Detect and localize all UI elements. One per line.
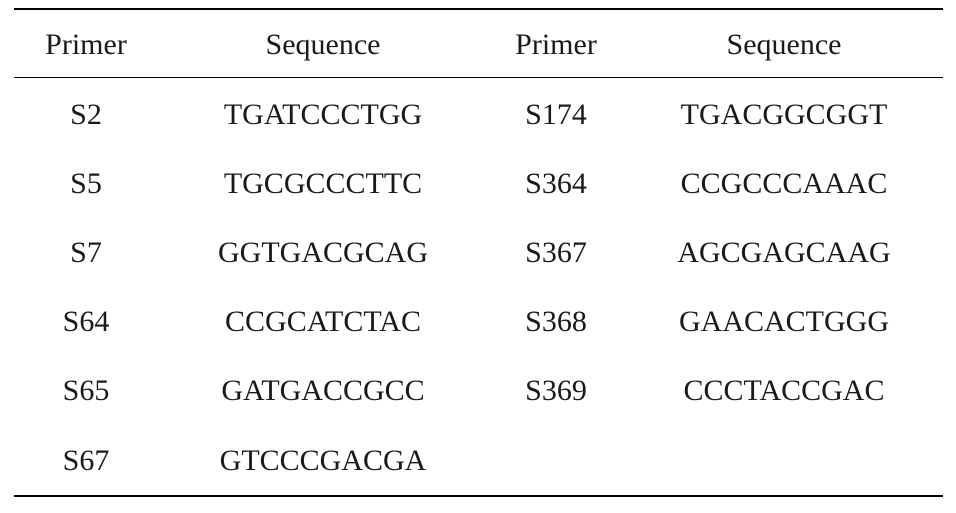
table-cell: S367	[525, 236, 587, 269]
table-cell: CCGCCCAAAC	[680, 167, 888, 200]
header-primer-1: Primer	[45, 28, 127, 61]
table-cell: S65	[62, 374, 110, 407]
table-top-rule	[14, 8, 943, 10]
table-bottom-rule	[14, 495, 943, 497]
table-cell: S364	[525, 167, 587, 200]
table-cell: TGACGGCGGT	[680, 98, 888, 131]
table-cell: S369	[525, 374, 587, 407]
header-sequence-1: Sequence	[265, 28, 381, 61]
header-sequence-2: Sequence	[726, 28, 842, 61]
table-cell: S174	[525, 98, 587, 131]
table-cell: S5	[70, 167, 102, 200]
table-cell: GATGACCGCC	[221, 374, 425, 407]
table-cell: TGATCCCTGG	[223, 98, 423, 131]
table-cell: S7	[70, 236, 102, 269]
table-cell: S2	[70, 98, 102, 131]
table-cell: GGTGACGCAG	[218, 236, 428, 269]
header-rule	[14, 77, 943, 78]
table-cell: GAACACTGGG	[679, 305, 889, 338]
table-cell: CCCTACCGAC	[683, 374, 885, 407]
table-cell: AGCGAGCAAG	[677, 236, 891, 269]
table-cell: S64	[62, 305, 110, 338]
table-cell: S67	[62, 444, 110, 477]
table-cell: CCGCATCTAC	[225, 305, 421, 338]
table-cell: GTCCCGACGA	[219, 444, 427, 477]
table-cell: TGCGCCCTTC	[223, 167, 423, 200]
header-primer-2: Primer	[515, 28, 597, 61]
table-cell: S368	[525, 305, 587, 338]
